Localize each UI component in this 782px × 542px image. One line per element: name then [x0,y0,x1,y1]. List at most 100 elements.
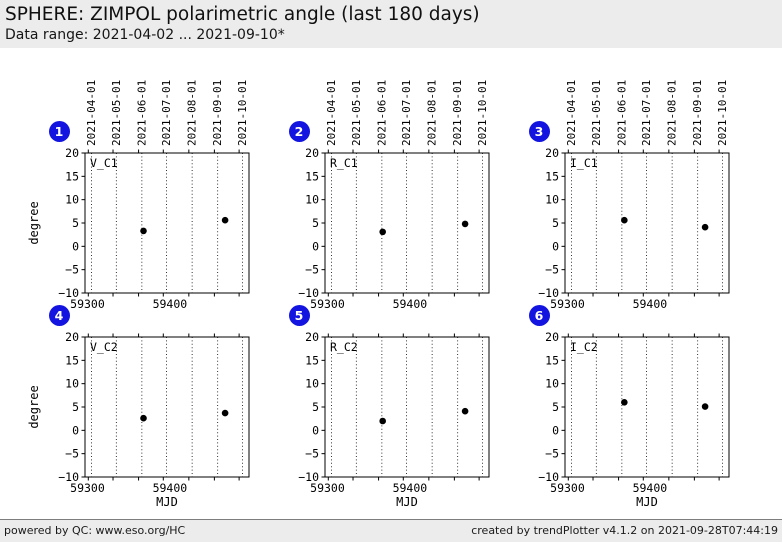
y-tick-label: 15 [545,169,559,183]
plot-frame [84,336,250,478]
y-tick-label: 20 [305,146,319,160]
y-tick-label: 10 [305,377,319,391]
y-tick-label: 10 [65,193,79,207]
date-tick-label: 2021-10-01 [716,80,729,146]
x-tick-label: 59400 [633,297,668,311]
y-tick-label: −10 [58,470,79,484]
panel-badge-2[interactable]: 2 [288,120,310,142]
panel-label: I_C1 [570,156,598,170]
y-tick-label: 20 [65,146,79,160]
date-tick-label: 2021-04-01 [565,80,578,146]
date-tick-label: 2021-10-01 [236,80,249,146]
date-tick-label: 2021-05-01 [590,80,603,146]
x-tick-label: 59300 [70,481,105,495]
data-point [701,403,709,410]
y-tick-label: 0 [312,239,319,253]
panel-label: R_C1 [330,156,358,170]
date-tick-label: 2021-09-01 [211,80,224,146]
y-tick-label: 15 [65,169,79,183]
x-tick-label: 59300 [70,297,105,311]
data-range-subtitle: Data range: 2021-04-02 ... 2021-09-10* [5,27,285,44]
x-tick-label: 59400 [393,481,428,495]
plot-frame [564,336,730,478]
y-tick-label: 20 [545,330,559,344]
y-tick-label: −5 [305,263,319,277]
date-tick-label: 2021-10-01 [476,80,489,146]
panel-label: V_C2 [90,340,118,354]
y-tick-label: 20 [65,330,79,344]
x-tick-label: 59400 [153,297,188,311]
date-tick-label: 2021-09-01 [451,80,464,146]
y-tick-label: 0 [552,239,559,253]
date-tick-label: 2021-04-01 [85,80,98,146]
data-point [701,223,709,231]
date-tick-label: 2021-08-01 [666,80,679,146]
plot-region: 2021-04-01 2021-05-01 2021-06-01 2021-07-01… [0,48,782,519]
data-point [379,417,386,425]
y-tick-label: −5 [545,447,559,461]
x-tick-label: 59400 [153,481,188,495]
date-tick-label: 2021-07-01 [160,80,173,146]
date-tick-label: 2021-06-01 [135,80,148,146]
y-tick-label: −10 [538,286,559,300]
y-tick-label: 0 [72,239,79,253]
page-title: SPHERE: ZIMPOL polarimetric angle (last … [5,4,480,25]
y-tick-label: 5 [312,216,319,230]
y-tick-label: −5 [65,447,79,461]
panel-label: I_C2 [570,340,598,354]
panel-badge-6[interactable]: 6 [528,304,550,326]
plot-frame [84,152,250,294]
y-tick-label: 0 [312,423,319,437]
date-tick-label: 2021-08-01 [426,80,439,146]
y-tick-label: 10 [545,193,559,207]
panel-badge-4[interactable]: 4 [48,304,70,326]
x-axis-label: MJD [156,495,178,509]
data-point [379,228,386,236]
date-tick-label: 2021-04-01 [325,80,338,146]
x-tick-label: 59400 [633,481,668,495]
data-point [461,407,469,415]
data-point [221,216,229,224]
date-tick-label: 2021-08-01 [186,80,199,146]
date-tick-label: 2021-05-01 [350,80,363,146]
y-tick-label: 5 [552,400,559,414]
y-tick-label: 20 [305,330,319,344]
y-tick-label: −10 [538,470,559,484]
date-tick-label: 2021-05-01 [110,80,123,146]
panel-badge-1[interactable]: 1 [48,120,70,142]
y-tick-label: 15 [305,169,319,183]
y-tick-label: 15 [545,353,559,367]
x-axis-label: MJD [396,495,418,509]
date-tick-label: 2021-07-01 [640,80,653,146]
y-tick-label: 15 [65,353,79,367]
panel-badge-3[interactable]: 3 [528,120,550,142]
y-tick-label: 10 [65,377,79,391]
x-tick-label: 59300 [550,481,585,495]
data-point [621,216,628,224]
plot-frame [564,152,730,294]
y-tick-label: −10 [298,470,319,484]
x-tick-label: 59300 [310,297,345,311]
y-tick-label: −10 [58,286,79,300]
y-tick-label: −5 [305,447,319,461]
y-tick-label: 10 [305,193,319,207]
y-tick-label: 0 [552,423,559,437]
plot-frame [324,336,490,478]
y-tick-label: 15 [305,353,319,367]
date-tick-label: 2021-06-01 [615,80,628,146]
y-tick-label: 5 [72,400,79,414]
footer-created-by: created by trendPlotter v4.1.2 on 2021-0… [471,524,778,537]
data-point [461,220,469,228]
panel-label: R_C2 [330,340,358,354]
panel-label: V_C1 [90,156,118,170]
y-tick-label: −5 [545,263,559,277]
y-tick-label: −5 [65,263,79,277]
data-point [140,414,147,422]
plot-frame [324,152,490,294]
y-tick-label: 10 [545,377,559,391]
y-axis-label: degree [27,385,41,428]
x-axis-label: MJD [636,495,658,509]
y-axis-label: degree [27,201,41,244]
panel-badge-5[interactable]: 5 [288,304,310,326]
date-tick-label: 2021-07-01 [400,80,413,146]
